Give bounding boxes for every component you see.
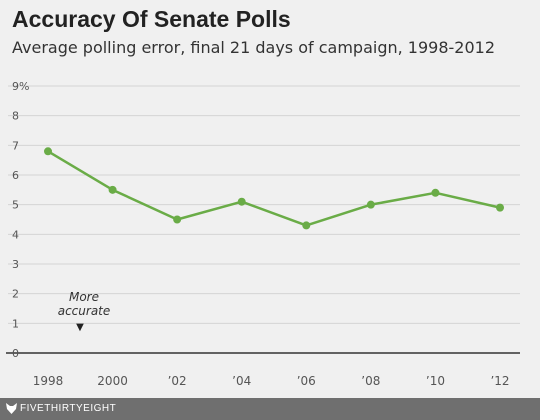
data-point <box>366 200 375 209</box>
x-tick-label: ’06 <box>297 374 316 388</box>
y-tick-label: 6 <box>12 169 19 182</box>
footer-brand: FIVETHIRTYEIGHT <box>20 403 117 414</box>
x-tick-label: 1998 <box>33 374 64 388</box>
annotation-arrow: ▼ <box>76 322 84 333</box>
y-tick-label: 9% <box>12 80 29 93</box>
data-point <box>496 203 504 212</box>
chart-subtitle: Average polling error, final 21 days of … <box>12 38 495 57</box>
data-point <box>237 197 246 206</box>
fox-icon <box>6 403 17 414</box>
y-tick-label: 7 <box>12 139 19 152</box>
y-tick-label: 4 <box>12 228 19 241</box>
y-tick-label: 1 <box>12 317 19 330</box>
footer-bar: FIVETHIRTYEIGHT <box>0 398 540 420</box>
chart-title: Accuracy Of Senate Polls <box>12 6 291 32</box>
x-tick-label: ’10 <box>426 374 445 388</box>
y-tick-label: 5 <box>12 199 19 212</box>
line-chart: 0 1 2 3 4 5 6 7 8 9% 1998 2000 ’02 ’04 ’06 ’08 ’10 ’12 Mor… <box>6 80 520 388</box>
x-tick-label: ’08 <box>361 374 380 388</box>
data-point <box>108 185 117 194</box>
series-line <box>47 150 501 227</box>
x-tick-label: ’12 <box>490 374 509 388</box>
data-point <box>302 221 311 230</box>
data-point <box>431 188 440 197</box>
x-tick-label: 2000 <box>97 374 128 388</box>
y-tick-label: 0 <box>12 347 19 360</box>
annotation-line1: More <box>69 290 99 304</box>
y-tick-label: 8 <box>12 110 19 123</box>
x-tick-label: ’04 <box>232 374 251 388</box>
y-tick-label: 3 <box>12 258 19 271</box>
data-point <box>44 147 52 156</box>
data-point <box>173 215 182 224</box>
x-tick-label: ’02 <box>168 374 187 388</box>
annotation-line2: accurate <box>58 304 111 318</box>
y-tick-label: 2 <box>12 288 19 301</box>
